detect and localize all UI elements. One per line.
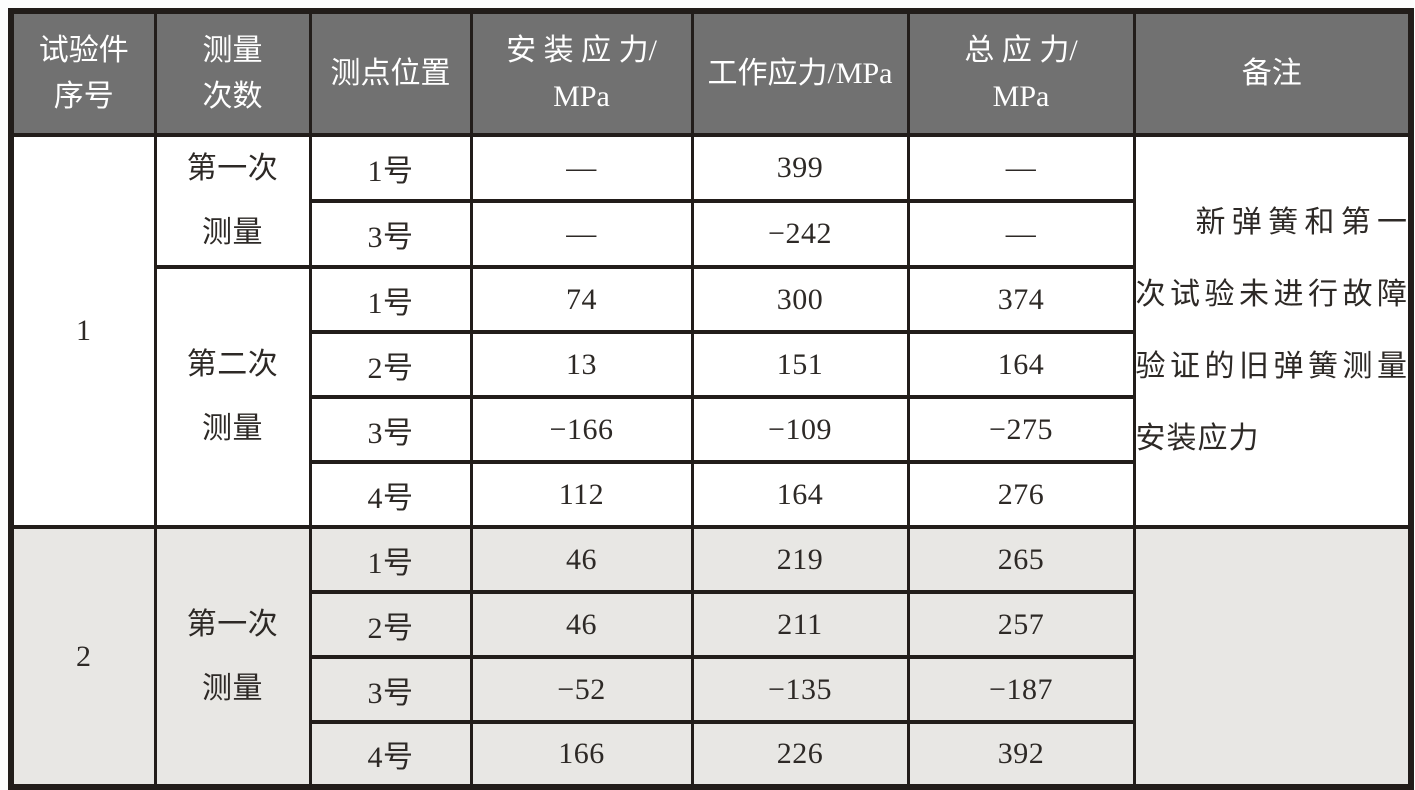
- working-stress-cell: −242: [690, 199, 910, 269]
- header-line: 备注: [1241, 56, 1302, 90]
- header-row: 试验件 序号 测量 次数 测点位置 安 装 应 力/ MPa 工作应力/MPa …: [9, 9, 1413, 137]
- table-row: 4号 166 226 392: [11, 720, 1411, 789]
- table-row: 3号 −52 −135 −187: [11, 655, 1411, 724]
- install-stress-cell: −52: [469, 655, 694, 724]
- working-stress-cell: 151: [690, 330, 910, 399]
- table-header: 试验件 序号 测量 次数 测点位置 安 装 应 力/ MPa 工作应力/MPa …: [9, 9, 1413, 137]
- measurement-line: 测量: [202, 216, 263, 249]
- working-stress-cell: 219: [690, 525, 910, 594]
- point-cell: 4号: [308, 720, 473, 789]
- section-specimen-1: 1 第一次 测量 1号 — 399 — 新弹簧和第一次试验未进行故障验证的旧弹簧…: [9, 133, 1413, 529]
- header-point-position: 测点位置: [308, 9, 473, 137]
- total-stress-cell: —: [906, 133, 1136, 203]
- table-row: 2号 46 211 257: [11, 590, 1411, 659]
- point-cell: 3号: [308, 655, 473, 724]
- total-stress-cell: 374: [906, 265, 1136, 334]
- working-stress-cell: 300: [690, 265, 910, 334]
- header-line: 次数: [202, 79, 263, 113]
- table-row: 3号 −166 −109 −275: [11, 395, 1411, 464]
- header-line: 试验件: [38, 33, 129, 67]
- working-stress-cell: −109: [690, 395, 910, 464]
- remark-text: 新弹簧和第一次试验未进行故障验证的旧弹簧测量安装应力: [1135, 206, 1408, 455]
- total-stress-cell: 265: [906, 525, 1136, 594]
- point-cell: 1号: [308, 265, 473, 334]
- install-stress-cell: 74: [469, 265, 694, 334]
- point-cell: 2号: [308, 330, 473, 399]
- install-stress-cell: 166: [469, 720, 694, 789]
- measurement-line: 测量: [202, 412, 263, 445]
- working-stress-cell: −135: [690, 655, 910, 724]
- measurement-line: 第一次: [186, 607, 279, 641]
- install-stress-cell: 46: [469, 525, 694, 594]
- working-stress-cell: 164: [690, 460, 910, 529]
- table-row: 第二次 测量 1号 74 300 374: [11, 265, 1411, 529]
- install-stress-cell: 46: [469, 590, 694, 659]
- table-row: 3号 — −242 —: [11, 199, 1411, 269]
- specimen-number-cell: 2: [9, 525, 157, 789]
- total-stress-cell: −187: [906, 655, 1136, 724]
- header-specimen-number: 试验件 序号: [9, 9, 157, 137]
- point-cell: 1号: [308, 133, 473, 203]
- point-cell: 2号: [308, 590, 473, 659]
- header-line: 测点位置: [330, 56, 451, 90]
- working-stress-cell: 211: [690, 590, 910, 659]
- total-stress-cell: 392: [906, 720, 1136, 789]
- install-stress-cell: —: [469, 199, 694, 269]
- install-stress-cell: 13: [469, 330, 694, 399]
- measurement-count-cell: 第一次 测量: [153, 133, 312, 269]
- table-row: 2 第一次 测量 1号 46 219 265: [9, 525, 1413, 789]
- table-row: 2号 13 151 164: [11, 330, 1411, 399]
- point-cell: 4号: [308, 460, 473, 529]
- header-line: MPa: [553, 79, 610, 113]
- total-stress-cell: −275: [906, 395, 1136, 464]
- point-cell: 3号: [308, 199, 473, 269]
- measurement-count-cell: 第一次 测量: [153, 525, 312, 789]
- header-line: MPa: [992, 79, 1050, 113]
- header-remark: 备注: [1132, 9, 1413, 137]
- header-line: 安 装 应 力/: [506, 33, 657, 67]
- install-stress-cell: 112: [469, 460, 694, 529]
- total-stress-cell: 276: [906, 460, 1136, 529]
- total-stress-cell: 257: [906, 590, 1136, 659]
- working-stress-cell: 226: [690, 720, 910, 789]
- measurement-count-cell: 第二次 测量: [153, 265, 312, 529]
- total-stress-cell: —: [906, 199, 1136, 269]
- total-stress-cell: 164: [906, 330, 1136, 399]
- header-measurement-count: 测量 次数: [153, 9, 312, 137]
- header-line: 测量: [202, 33, 263, 67]
- header-line: 序号: [53, 79, 114, 113]
- working-stress-cell: 399: [690, 133, 910, 203]
- install-stress-cell: —: [469, 133, 694, 203]
- measurement-line: 测量: [202, 671, 263, 705]
- table-row: 1 第一次 测量 1号 — 399 — 新弹簧和第一次试验未进行故障验证的旧弹簧…: [9, 133, 1413, 529]
- point-cell: 1号: [308, 525, 473, 594]
- point-cell: 3号: [308, 395, 473, 464]
- header-total-stress: 总 应 力/ MPa: [906, 9, 1136, 137]
- header-line: 总 应 力/: [964, 33, 1078, 67]
- stress-measurement-table: 试验件 序号 测量 次数 测点位置 安 装 应 力/ MPa 工作应力/MPa …: [8, 8, 1414, 790]
- header-install-stress: 安 装 应 力/ MPa: [469, 9, 694, 137]
- measurement-line: 第二次: [186, 348, 279, 381]
- specimen-number-cell: 1: [9, 133, 157, 529]
- section-specimen-2: 2 第一次 测量 1号 46 219 265 2号 46 211 257 3号 …: [9, 525, 1413, 789]
- header-line: 工作应力/MPa: [707, 56, 893, 90]
- table-row: 4号 112 164 276: [11, 460, 1411, 529]
- measurement-line: 第一次: [186, 152, 279, 185]
- remark-cell: [1132, 525, 1413, 789]
- remark-cell: 新弹簧和第一次试验未进行故障验证的旧弹簧测量安装应力: [1132, 133, 1413, 529]
- header-working-stress: 工作应力/MPa: [690, 9, 910, 137]
- install-stress-cell: −166: [469, 395, 694, 464]
